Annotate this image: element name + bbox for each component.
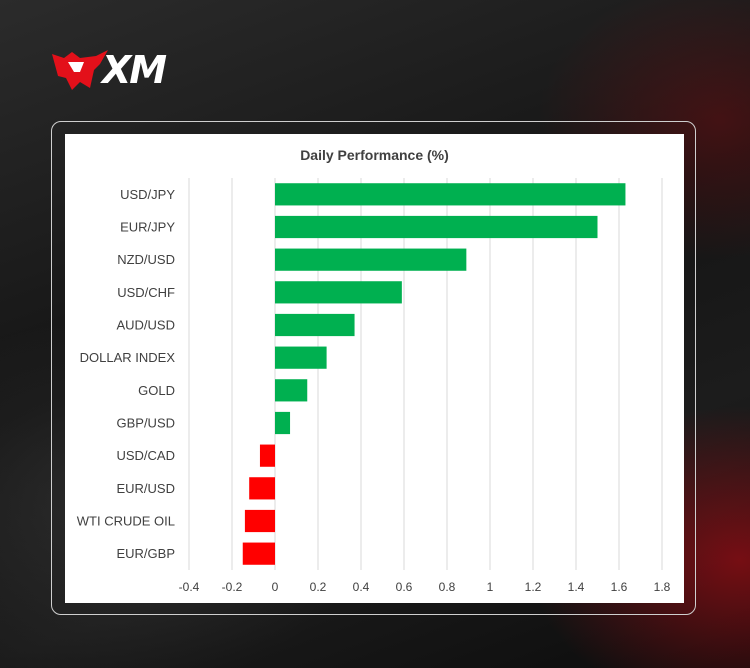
x-tick-label: 1.2 [525, 580, 542, 594]
category-label: DOLLAR INDEX [80, 350, 176, 365]
category-label: WTI CRUDE OIL [77, 514, 175, 529]
bar [275, 411, 291, 435]
bar [242, 542, 275, 565]
x-tick-label: 0.4 [353, 580, 370, 594]
x-tick-label: 1.6 [611, 580, 628, 594]
x-tick-label: 1.8 [654, 580, 671, 594]
category-label: EUR/USD [116, 481, 175, 496]
bar [275, 183, 626, 206]
category-label: USD/JPY [120, 187, 175, 202]
x-tick-label: 1.4 [568, 580, 585, 594]
bar [259, 444, 275, 467]
x-tick-label: -0.4 [179, 580, 200, 594]
bar [249, 477, 275, 500]
bar [275, 281, 402, 304]
x-tick-label: 0.8 [439, 580, 456, 594]
category-label: AUD/USD [116, 318, 175, 333]
category-label: EUR/JPY [120, 220, 175, 235]
x-tick-label: 0.6 [396, 580, 413, 594]
x-tick-label: 1 [487, 580, 494, 594]
category-label: EUR/GBP [116, 546, 175, 561]
chart-frame [51, 121, 696, 615]
x-tick-label: -0.2 [222, 580, 243, 594]
bar [275, 313, 355, 337]
brand-name: XM [102, 48, 167, 92]
category-label: GOLD [138, 383, 175, 398]
bar [275, 346, 327, 369]
bar [275, 215, 598, 239]
bull-icon [52, 50, 108, 90]
bar [275, 379, 308, 402]
category-label: NZD/USD [117, 252, 175, 267]
bar-chart: -0.4 -0.2 0 0.2 0.4 0.6 0.8 1 1.2 1.4 1.6 1.8 USD/JP… [77, 178, 671, 594]
bar [275, 248, 467, 271]
category-label: USD/CHF [117, 285, 175, 300]
xm-logo: XM [50, 48, 200, 92]
x-tick-label: 0.2 [310, 580, 327, 594]
category-label: GBP/USD [116, 416, 175, 431]
chart-title: Daily Performance (%) [300, 147, 449, 163]
chart-panel: Daily Performance (%) -0.4 -0.2 0 0.2 0.4 0.6… [65, 134, 684, 603]
category-label: USD/CAD [116, 448, 175, 463]
x-tick-label: 0 [272, 580, 279, 594]
bar [244, 509, 275, 533]
